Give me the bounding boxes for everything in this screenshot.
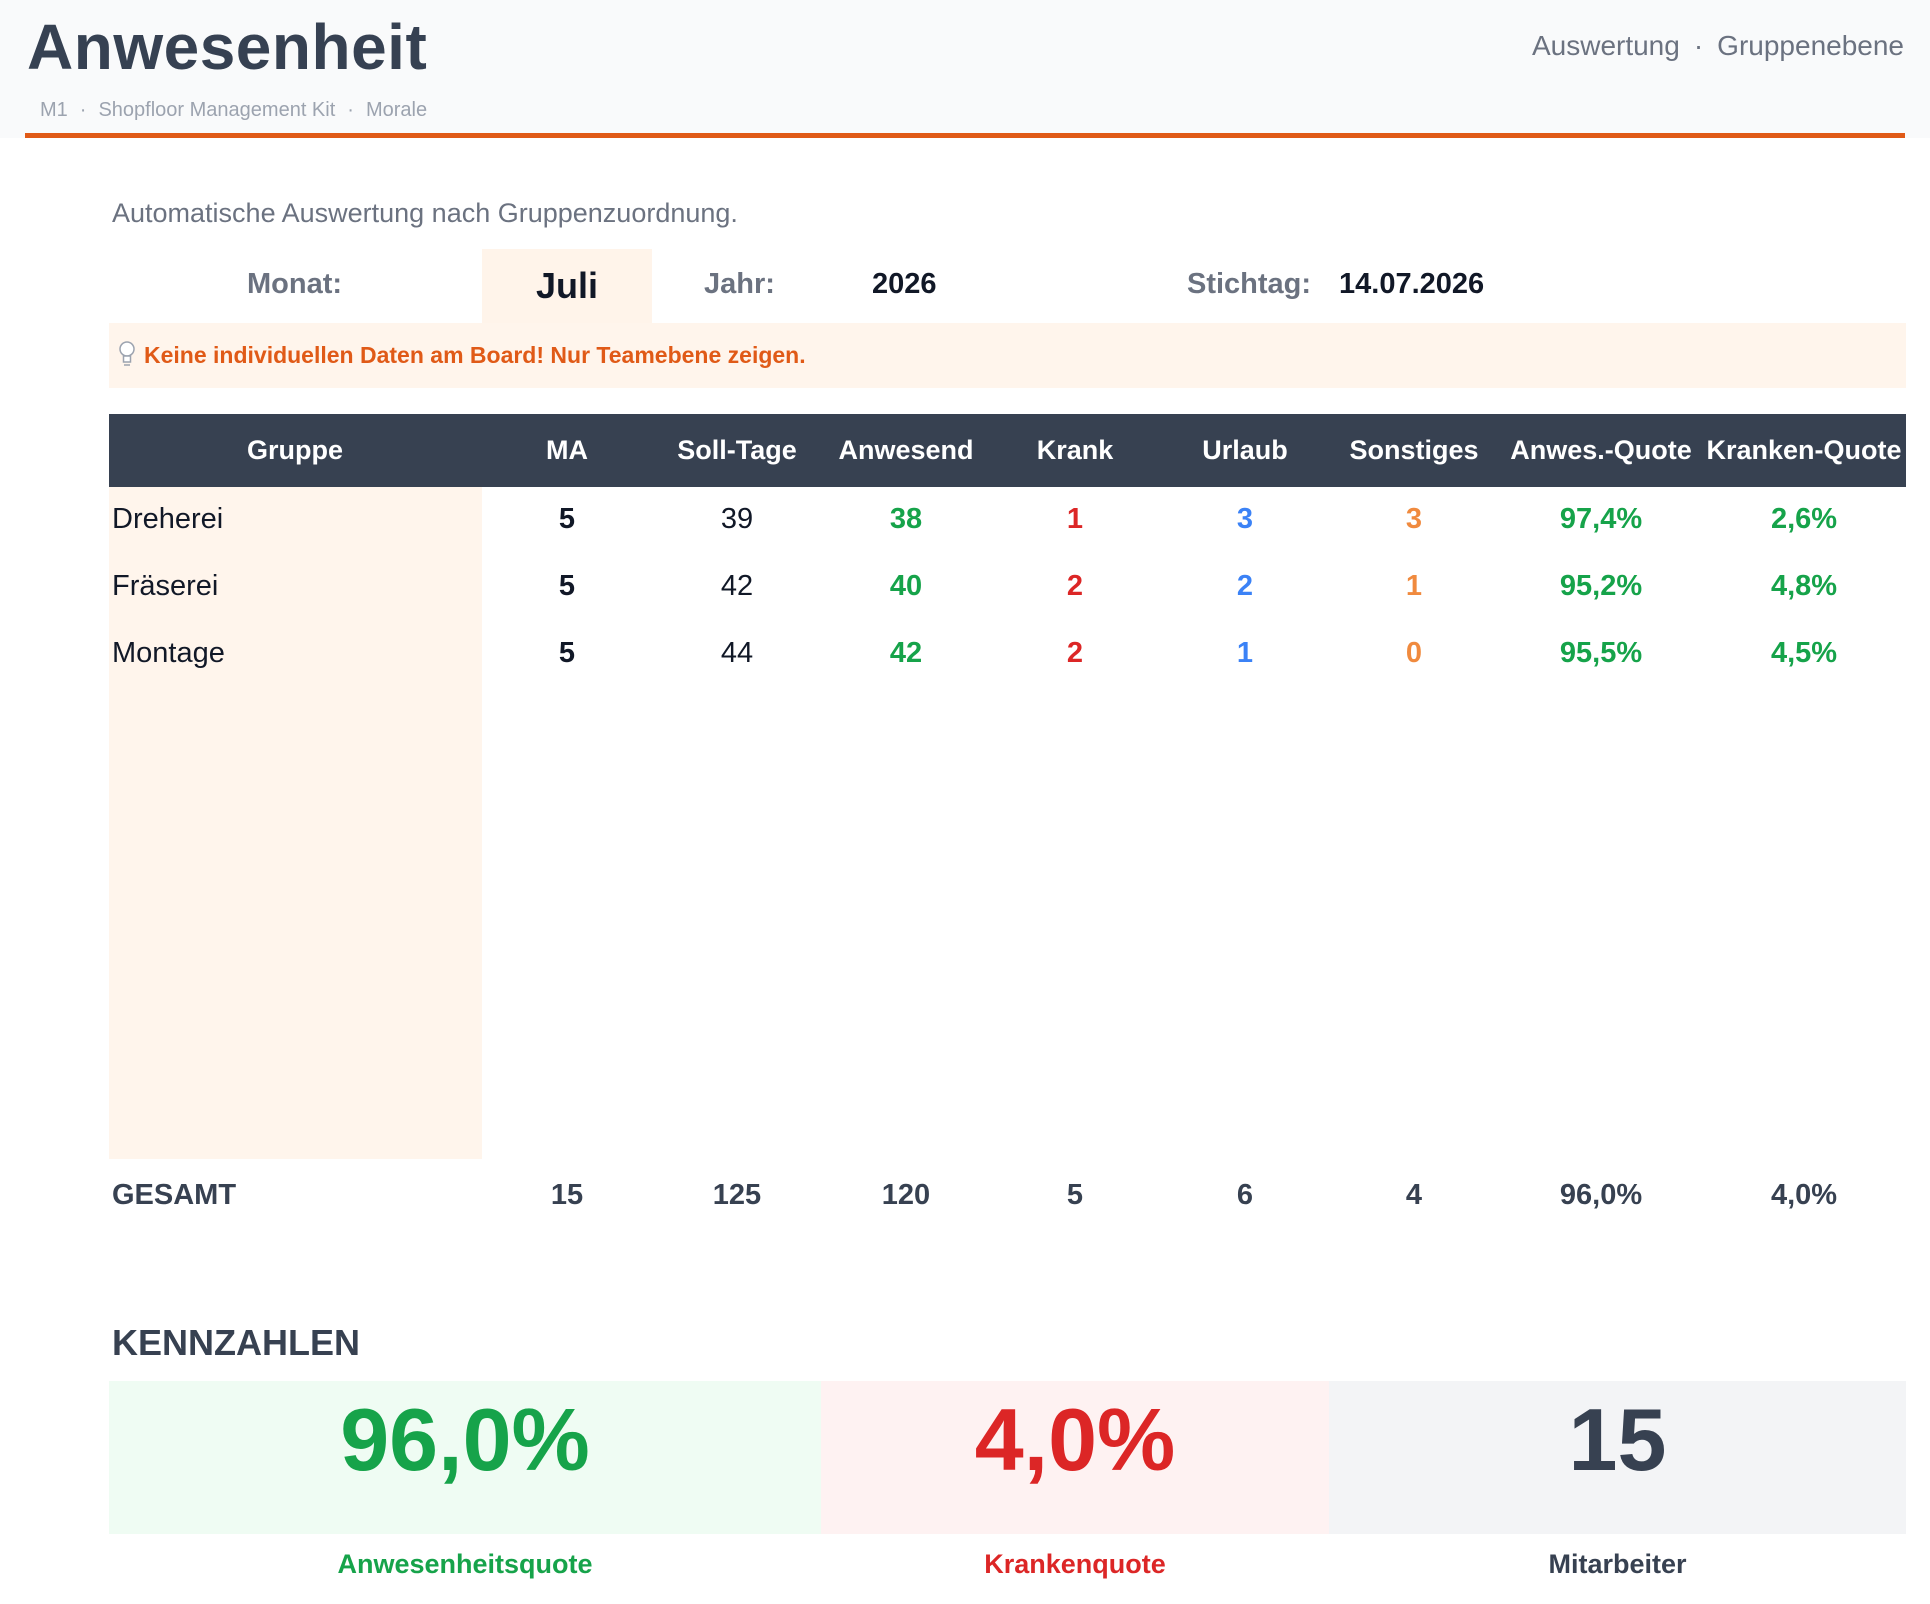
cell-anwes-quote: 95,5% bbox=[1559, 637, 1643, 669]
year-value[interactable]: 2026 bbox=[872, 268, 937, 300]
cell-kranken-quote: 4,5% bbox=[1770, 637, 1838, 669]
kpi-value-krankenquote: 4,0% bbox=[974, 1390, 1176, 1489]
breadcrumb-item-m1[interactable]: M1 bbox=[40, 99, 68, 121]
year-label: Jahr: bbox=[704, 268, 775, 300]
kpi-card-mitarbeiter: 15 bbox=[1329, 1381, 1906, 1534]
page-title: Anwesenheit bbox=[27, 11, 428, 83]
breadcrumb-separator: · bbox=[79, 99, 87, 121]
kpi-card-anwesenheitsquote: 96,0% bbox=[109, 1381, 821, 1534]
total-sonstiges: 4 bbox=[1405, 1179, 1423, 1211]
page-subtitle: Automatische Auswertung nach Gruppenzuor… bbox=[112, 198, 738, 228]
top-nav: Auswertung · Gruppenebene bbox=[1532, 30, 1904, 62]
col-header-anwes-quote: Anwes.-Quote bbox=[1510, 435, 1692, 465]
cell-urlaub: 1 bbox=[1236, 637, 1254, 669]
date-value[interactable]: 14.07.2026 bbox=[1339, 268, 1485, 300]
cell-krank: 2 bbox=[1066, 637, 1084, 669]
cell-anwes-quote: 95,2% bbox=[1559, 570, 1643, 602]
cell-gruppe: Dreherei bbox=[112, 503, 224, 535]
col-header-kranken-quote: Kranken-Quote bbox=[1706, 435, 1902, 465]
cell-soll-tage: 39 bbox=[720, 503, 754, 535]
nav-separator: · bbox=[1693, 30, 1704, 61]
month-value: Juli bbox=[535, 265, 598, 306]
total-ma: 15 bbox=[550, 1179, 584, 1211]
total-krank: 5 bbox=[1066, 1179, 1084, 1211]
table-header: Gruppe MA Soll-Tage Anwesend Krank Urlau… bbox=[109, 414, 1906, 487]
kpi-label-anwesenheitsquote: Anwesenheitsquote bbox=[337, 1549, 593, 1579]
date-label: Stichtag: bbox=[1187, 268, 1312, 300]
kpi-card-krankenquote: 4,0% bbox=[821, 1381, 1329, 1534]
total-soll-tage: 125 bbox=[712, 1179, 762, 1211]
month-label: Monat: bbox=[247, 268, 343, 300]
nav-auswertung[interactable]: Auswertung bbox=[1531, 30, 1680, 61]
col-header-sonstiges: Sonstiges bbox=[1349, 435, 1479, 465]
total-urlaub: 6 bbox=[1236, 1179, 1254, 1211]
cell-ma: 5 bbox=[558, 570, 576, 602]
month-selector[interactable]: Juli bbox=[482, 249, 652, 323]
total-anwes-quote: 96,0% bbox=[1559, 1179, 1643, 1211]
col-header-krank: Krank bbox=[1036, 435, 1114, 465]
cell-ma: 5 bbox=[558, 637, 576, 669]
kpi-label-mitarbeiter: Mitarbeiter bbox=[1548, 1549, 1687, 1579]
total-anwesend: 120 bbox=[881, 1179, 931, 1211]
cell-anwes-quote: 97,4% bbox=[1559, 503, 1643, 535]
col-header-anwesend: Anwesend bbox=[838, 435, 974, 465]
nav-gruppenebene[interactable]: Gruppenebene bbox=[1717, 30, 1904, 61]
cell-anwesend: 40 bbox=[889, 570, 923, 602]
cell-urlaub: 2 bbox=[1236, 570, 1254, 602]
privacy-hint: Keine individuellen Daten am Board! Nur … bbox=[109, 323, 1906, 388]
col-header-soll-tage: Soll-Tage bbox=[677, 435, 797, 465]
cell-sonstiges: 1 bbox=[1405, 570, 1423, 602]
cell-sonstiges: 0 bbox=[1405, 637, 1423, 669]
cell-soll-tage: 44 bbox=[720, 637, 754, 669]
cell-krank: 2 bbox=[1066, 570, 1084, 602]
cell-anwesend: 38 bbox=[889, 503, 923, 535]
cell-kranken-quote: 2,6% bbox=[1770, 503, 1838, 535]
cell-soll-tage: 42 bbox=[720, 570, 754, 602]
header-divider bbox=[25, 133, 1905, 138]
breadcrumb: M1 · Shopfloor Management Kit · Morale bbox=[40, 99, 427, 122]
col-header-urlaub: Urlaub bbox=[1202, 435, 1288, 465]
cell-sonstiges: 3 bbox=[1405, 503, 1423, 535]
group-column-background bbox=[109, 487, 482, 1159]
kpi-value-anwesenheitsquote: 96,0% bbox=[340, 1390, 590, 1489]
breadcrumb-separator: · bbox=[347, 99, 354, 121]
col-header-gruppe: Gruppe bbox=[246, 435, 344, 465]
cell-kranken-quote: 4,8% bbox=[1770, 570, 1838, 602]
col-header-ma: MA bbox=[546, 435, 588, 465]
cell-urlaub: 3 bbox=[1236, 503, 1254, 535]
cell-gruppe: Montage bbox=[112, 637, 225, 669]
kpi-value-mitarbeiter: 15 bbox=[1568, 1390, 1667, 1489]
top-bar: Anwesenheit M1 · Shopfloor Management Kit ·… bbox=[0, 0, 1930, 138]
breadcrumb-item-morale[interactable]: Morale bbox=[365, 99, 428, 121]
total-label: GESAMT bbox=[112, 1179, 237, 1211]
kpi-section-title: KENNZAHLEN bbox=[112, 1322, 360, 1363]
lightbulb-icon bbox=[119, 341, 135, 366]
cell-gruppe: Fräserei bbox=[112, 570, 219, 602]
total-kranken-quote: 4,0% bbox=[1770, 1179, 1838, 1211]
cell-anwesend: 42 bbox=[889, 637, 923, 669]
privacy-hint-text: Keine individuellen Daten am Board! Nur … bbox=[144, 342, 806, 368]
kpi-label-krankenquote: Krankenquote bbox=[984, 1549, 1166, 1579]
breadcrumb-item-kit[interactable]: Shopfloor Management Kit bbox=[98, 99, 336, 121]
cell-ma: 5 bbox=[558, 503, 576, 535]
cell-krank: 1 bbox=[1066, 503, 1084, 535]
